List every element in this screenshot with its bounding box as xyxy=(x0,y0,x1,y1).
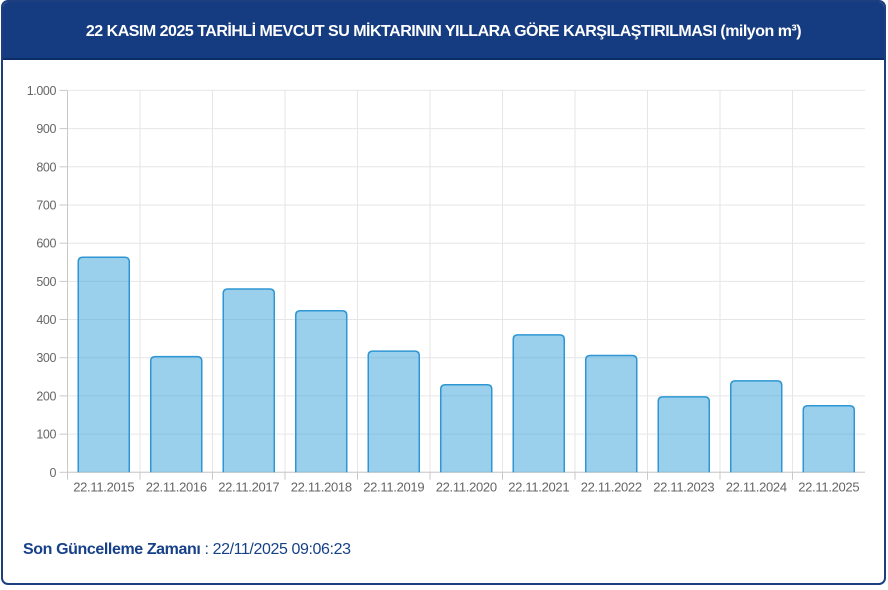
svg-text:300: 300 xyxy=(36,351,56,365)
svg-text:900: 900 xyxy=(36,122,56,136)
svg-text:600: 600 xyxy=(36,237,56,251)
svg-text:400: 400 xyxy=(36,313,56,327)
svg-text:500: 500 xyxy=(36,275,56,289)
svg-text:22.11.2021: 22.11.2021 xyxy=(508,480,569,495)
svg-text:22.11.2019: 22.11.2019 xyxy=(363,480,424,495)
svg-text:100: 100 xyxy=(36,428,56,442)
svg-text:22.11.2015: 22.11.2015 xyxy=(73,480,134,495)
svg-text:0: 0 xyxy=(49,466,56,480)
svg-text:22.11.2016: 22.11.2016 xyxy=(146,480,207,495)
svg-text:22.11.2025: 22.11.2025 xyxy=(798,480,859,495)
svg-text:22.11.2017: 22.11.2017 xyxy=(218,480,279,495)
svg-text:200: 200 xyxy=(36,389,56,403)
svg-text:22.11.2023: 22.11.2023 xyxy=(653,480,714,495)
svg-text:700: 700 xyxy=(36,199,56,213)
svg-text:22.11.2022: 22.11.2022 xyxy=(581,480,642,495)
svg-text:22.11.2020: 22.11.2020 xyxy=(436,480,497,495)
svg-text:1.000: 1.000 xyxy=(27,84,57,98)
svg-text:22.11.2018: 22.11.2018 xyxy=(291,480,352,495)
svg-text:22.11.2024: 22.11.2024 xyxy=(726,480,787,495)
svg-text:800: 800 xyxy=(36,160,56,174)
